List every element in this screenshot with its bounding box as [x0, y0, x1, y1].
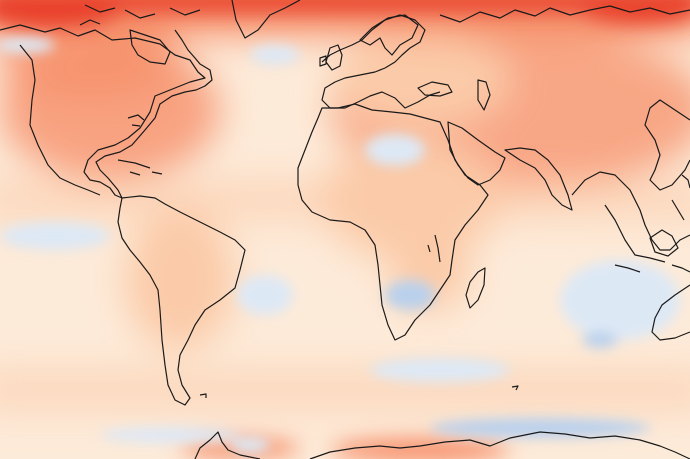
- coast-great-lakes: [127, 114, 145, 127]
- coast-caspian: [477, 79, 491, 111]
- coast-falklands: [199, 393, 207, 398]
- coast-east-asia: [571, 99, 690, 263]
- coast-south-america: [117, 195, 246, 406]
- coast-arabia: [447, 121, 506, 186]
- coast-australia: [651, 284, 690, 341]
- cool-regions: [0, 37, 680, 453]
- coast-south-asia: [504, 147, 573, 211]
- coast-africa: [297, 103, 489, 341]
- coast-indonesia: [614, 229, 690, 273]
- coast-canadian-islands: [79, 4, 201, 26]
- coast-african-lakes: [427, 234, 441, 263]
- coast-greenland: [231, 0, 301, 39]
- coast-black-sea: [417, 81, 453, 97]
- coast-kerguelen: [511, 385, 519, 391]
- coast-europe: [321, 14, 441, 109]
- coast-madagascar: [465, 267, 486, 309]
- coast-siberia: [439, 5, 690, 23]
- coast-antarctica: [194, 431, 690, 459]
- coast-north-america: [0, 24, 213, 199]
- coast-caribbean: [117, 159, 163, 176]
- coast-japan: [671, 174, 690, 221]
- coast-hudson-bay: [129, 29, 171, 65]
- coast-british-isles: [319, 44, 343, 71]
- coast-scandinavia: [359, 14, 419, 56]
